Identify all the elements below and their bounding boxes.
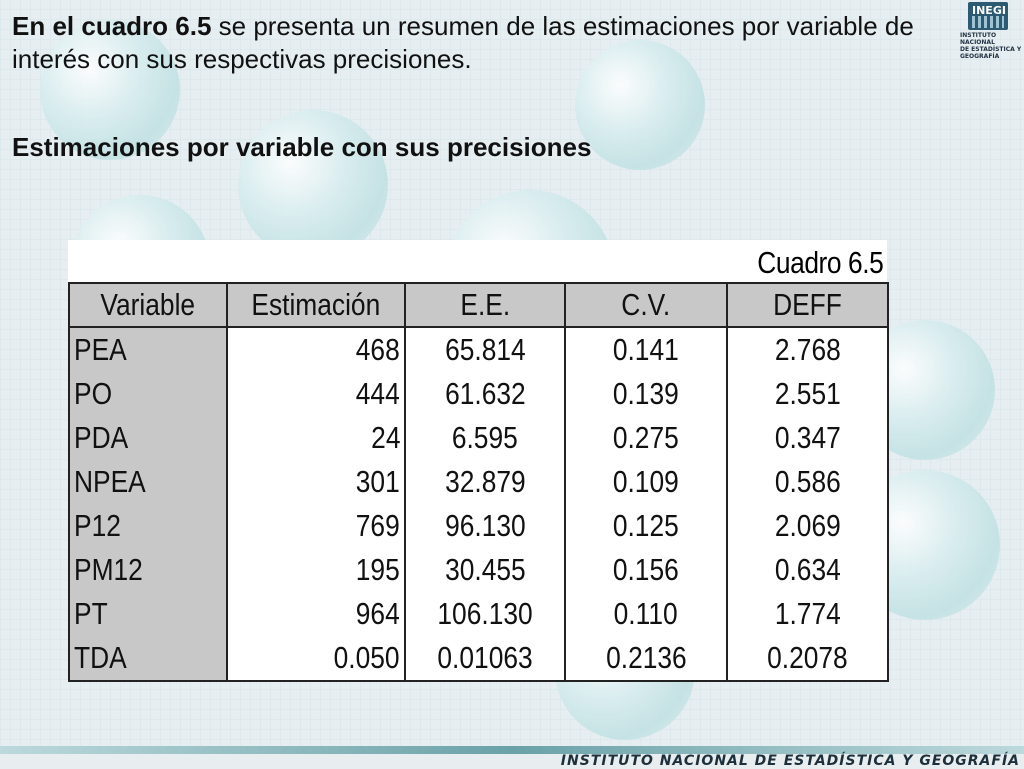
section-subtitle: Estimaciones por variable con sus precis… <box>12 132 592 162</box>
header-variable: Variable <box>68 282 228 328</box>
cell-ee: 0.01063 <box>404 636 566 682</box>
cell-estimacion: 24 <box>226 416 406 460</box>
cell-deff: 2.069 <box>726 504 889 548</box>
cell-estimacion: 468 <box>226 327 406 372</box>
intro-bold: En el cuadro 6.5 <box>12 11 212 41</box>
cell-cv: 0.275 <box>564 416 728 460</box>
cell-ee: 30.455 <box>404 548 566 592</box>
estimates-table: Variable Estimación E.E. C.V. DEFF PEA 46… <box>68 282 889 682</box>
table-row: PDA 24 6.595 0.275 0.347 <box>68 416 889 460</box>
table-row: PT 964 106.130 0.110 1.774 <box>68 592 889 636</box>
cell-estimacion: 444 <box>226 372 406 416</box>
cell-estimacion: 301 <box>226 460 406 504</box>
table-row: PEA 468 65.814 0.141 2.768 <box>68 327 889 372</box>
cell-variable: PT <box>68 592 228 636</box>
cell-deff: 2.551 <box>726 372 889 416</box>
table-row: TDA 0.050 0.01063 0.2136 0.2078 <box>68 636 889 682</box>
bubble-decoration <box>40 20 180 160</box>
cell-cv: 0.125 <box>564 504 728 548</box>
header-estimacion: Estimación <box>226 282 406 328</box>
estimates-table-container: Cuadro 6.5 Variable Estimación E.E. C.V.… <box>68 240 889 682</box>
cell-deff: 1.774 <box>726 592 889 636</box>
table-row: NPEA 301 32.879 0.109 0.586 <box>68 460 889 504</box>
cell-cv: 0.2136 <box>564 636 728 682</box>
cell-variable: TDA <box>68 636 228 682</box>
cell-estimacion: 0.050 <box>226 636 406 682</box>
cell-deff: 0.586 <box>726 460 889 504</box>
bubble-decoration <box>575 40 705 170</box>
cell-ee: 96.130 <box>404 504 566 548</box>
footer-institution: INSTITUTO NACIONAL DE ESTADÍSTICA Y GEOG… <box>560 753 1020 769</box>
cell-cv: 0.141 <box>564 327 728 372</box>
cell-deff: 0.634 <box>726 548 889 592</box>
cell-variable: PEA <box>68 327 228 372</box>
cell-variable: PO <box>68 372 228 416</box>
logo-mark-text: INEGI <box>972 4 1006 17</box>
footer-strip <box>0 754 1024 768</box>
logo-line-2: DE ESTADÍSTICA Y GEOGRAFÍA <box>960 46 1022 60</box>
cell-variable: NPEA <box>68 460 228 504</box>
logo-line-1: INSTITUTO NACIONAL <box>960 32 997 46</box>
cell-ee: 61.632 <box>404 372 566 416</box>
inegi-logo: INEGI INSTITUTO NACIONAL DE ESTADÍSTICA … <box>960 2 1024 60</box>
logo-mark: INEGI <box>968 2 1008 30</box>
table-row: PO 444 61.632 0.139 2.551 <box>68 372 889 416</box>
cell-cv: 0.156 <box>564 548 728 592</box>
cell-ee: 6.595 <box>404 416 566 460</box>
logo-pattern <box>972 16 1004 28</box>
cell-deff: 0.2078 <box>726 636 889 682</box>
cell-variable: PDA <box>68 416 228 460</box>
cell-estimacion: 195 <box>226 548 406 592</box>
header-cv: C.V. <box>564 282 728 328</box>
cell-cv: 0.109 <box>564 460 728 504</box>
intro-text: se presenta un resumen de las estimacion… <box>12 11 914 74</box>
cell-deff: 0.347 <box>726 416 889 460</box>
cell-estimacion: 769 <box>226 504 406 548</box>
cell-deff: 2.768 <box>726 327 889 372</box>
bubble-decoration <box>238 110 388 260</box>
table-caption: Cuadro 6.5 <box>68 240 887 282</box>
logo-text: INSTITUTO NACIONAL DE ESTADÍSTICA Y GEOG… <box>960 32 1024 60</box>
cell-ee: 65.814 <box>404 327 566 372</box>
cell-estimacion: 964 <box>226 592 406 636</box>
header-deff: DEFF <box>726 282 889 328</box>
table-header-row: Variable Estimación E.E. C.V. DEFF <box>68 282 889 328</box>
cell-variable: P12 <box>68 504 228 548</box>
cell-cv: 0.110 <box>564 592 728 636</box>
header-ee: E.E. <box>404 282 566 328</box>
cell-ee: 106.130 <box>404 592 566 636</box>
table-row: P12 769 96.130 0.125 2.069 <box>68 504 889 548</box>
intro-paragraph: En el cuadro 6.5 se presenta un resumen … <box>12 10 962 76</box>
footer-band <box>0 746 1024 754</box>
cell-ee: 32.879 <box>404 460 566 504</box>
cell-cv: 0.139 <box>564 372 728 416</box>
table-row: PM12 195 30.455 0.156 0.634 <box>68 548 889 592</box>
cell-variable: PM12 <box>68 548 228 592</box>
